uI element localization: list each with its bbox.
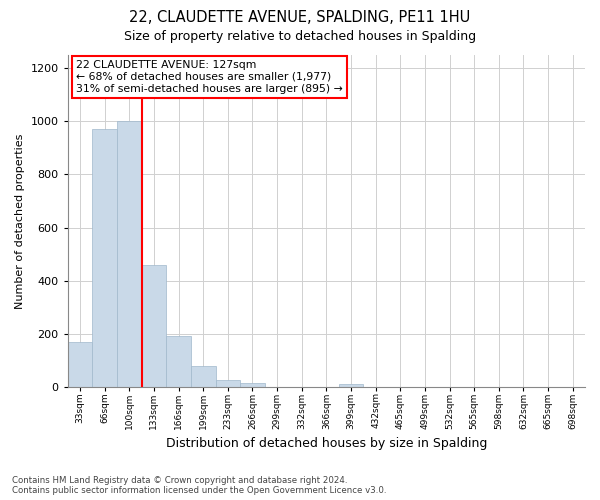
- Text: 22 CLAUDETTE AVENUE: 127sqm
← 68% of detached houses are smaller (1,977)
31% of : 22 CLAUDETTE AVENUE: 127sqm ← 68% of det…: [76, 60, 343, 94]
- Bar: [142, 264, 166, 386]
- Text: Contains HM Land Registry data © Crown copyright and database right 2024.
Contai: Contains HM Land Registry data © Crown c…: [12, 476, 386, 495]
- Bar: [215, 380, 240, 386]
- Bar: [68, 342, 92, 386]
- Bar: [166, 336, 191, 386]
- Bar: [338, 384, 364, 386]
- Y-axis label: Number of detached properties: Number of detached properties: [15, 133, 25, 308]
- X-axis label: Distribution of detached houses by size in Spalding: Distribution of detached houses by size …: [166, 437, 487, 450]
- Text: 22, CLAUDETTE AVENUE, SPALDING, PE11 1HU: 22, CLAUDETTE AVENUE, SPALDING, PE11 1HU: [130, 10, 470, 25]
- Bar: [117, 122, 142, 386]
- Bar: [191, 366, 215, 386]
- Bar: [92, 130, 117, 386]
- Bar: [240, 383, 265, 386]
- Text: Size of property relative to detached houses in Spalding: Size of property relative to detached ho…: [124, 30, 476, 43]
